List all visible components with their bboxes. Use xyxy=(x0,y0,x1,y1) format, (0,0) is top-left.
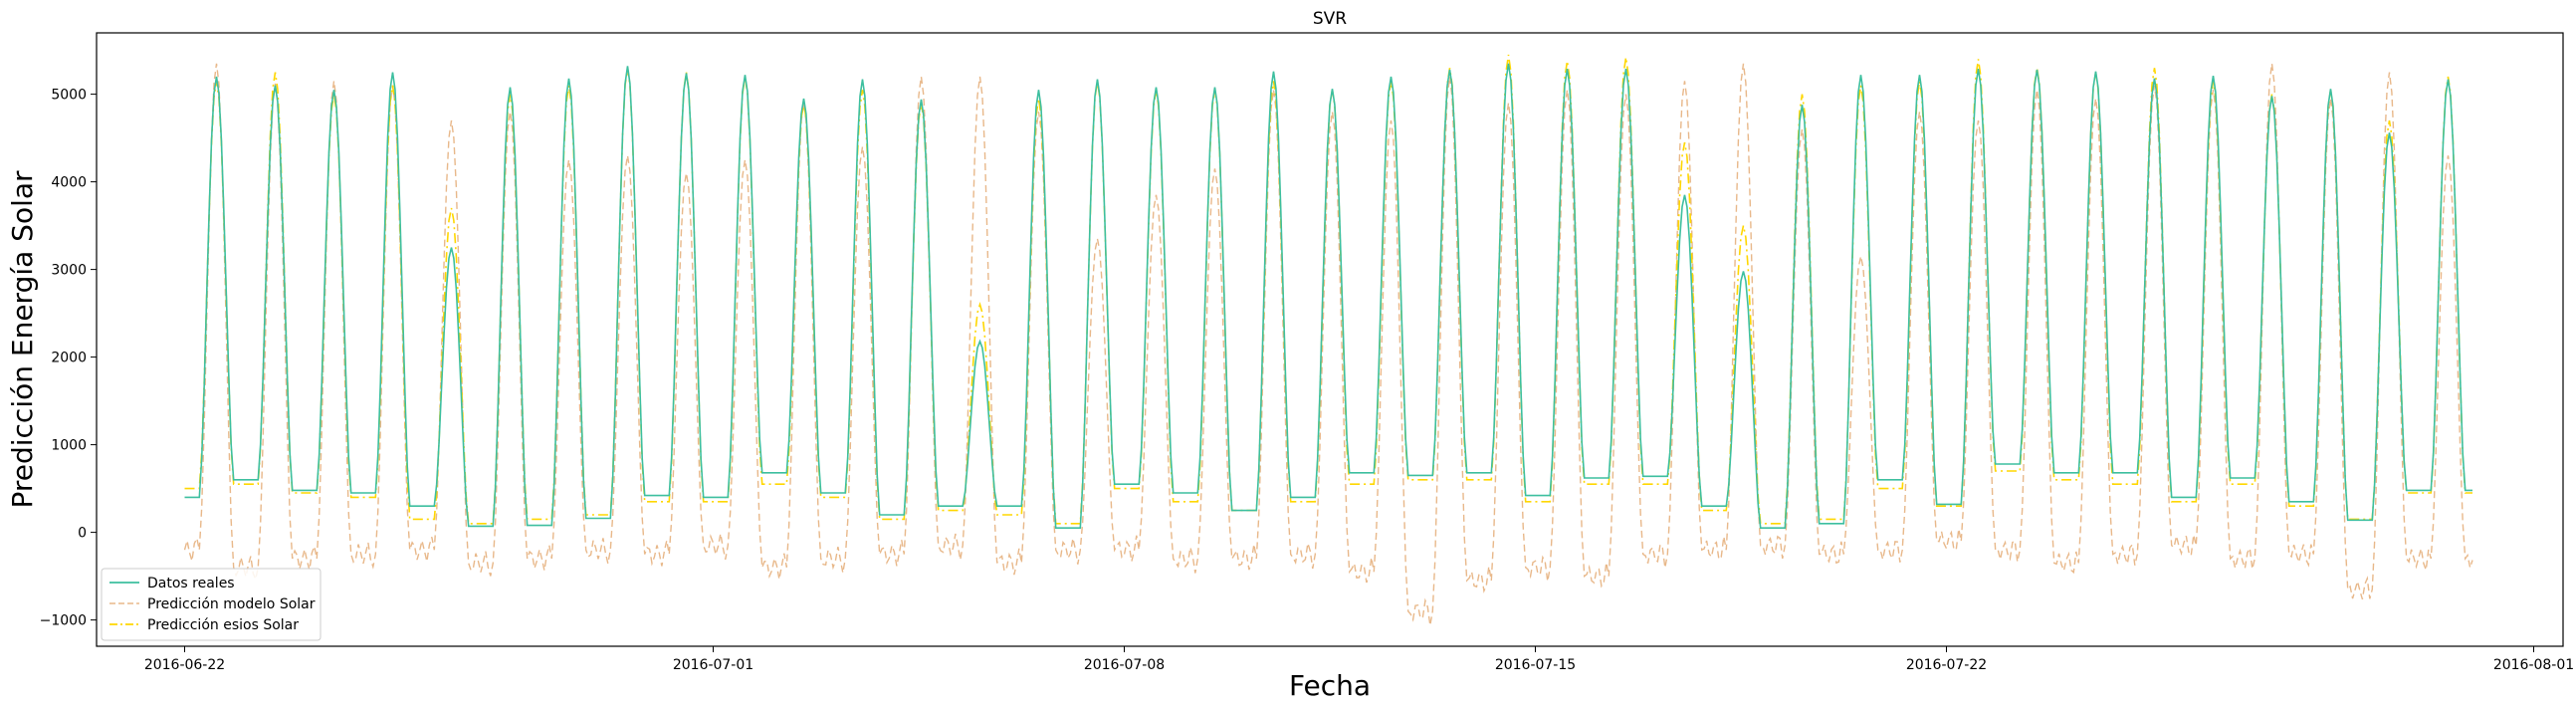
x-tick-label: 2016-07-08 xyxy=(1084,657,1165,673)
plot-area xyxy=(96,32,2564,647)
y-axis-label: Predicción Energía Solar xyxy=(6,170,39,509)
legend-label-esios: Predicción esios Solar xyxy=(147,617,299,633)
x-tick-label: 2016-07-22 xyxy=(1906,657,1987,673)
x-axis-label: Fecha xyxy=(1289,669,1371,702)
y-axis: −1000 0 1000 2000 3000 4000 5000 xyxy=(40,88,97,629)
y-tick-label: −1000 xyxy=(40,613,87,629)
y-tick-label: 3000 xyxy=(51,263,87,279)
chart-title: SVR xyxy=(1313,9,1347,29)
legend: Datos reales Predicción modelo Solar Pre… xyxy=(101,568,322,641)
legend-box xyxy=(101,568,322,641)
legend-label-datos-reales: Datos reales xyxy=(147,576,235,591)
y-tick-label: 1000 xyxy=(51,438,87,454)
series-line-1 xyxy=(183,63,2473,626)
x-tick-label: 2016-07-01 xyxy=(673,657,753,673)
y-tick-label: 0 xyxy=(78,526,87,542)
x-tick-label: 2016-06-22 xyxy=(144,657,225,673)
x-tick-label: 2016-08-01 xyxy=(2493,657,2574,673)
y-tick-label: 4000 xyxy=(51,175,87,191)
plot-lines xyxy=(183,54,2473,626)
legend-label-modelo: Predicción modelo Solar xyxy=(147,596,316,612)
y-tick-label: 5000 xyxy=(51,88,87,104)
x-axis: 2016-06-22 2016-07-01 2016-07-08 2016-07-15… xyxy=(144,646,2574,673)
x-tick-label: 2016-07-15 xyxy=(1495,657,1576,673)
y-tick-label: 2000 xyxy=(51,351,87,366)
series-line-0 xyxy=(184,63,2472,529)
